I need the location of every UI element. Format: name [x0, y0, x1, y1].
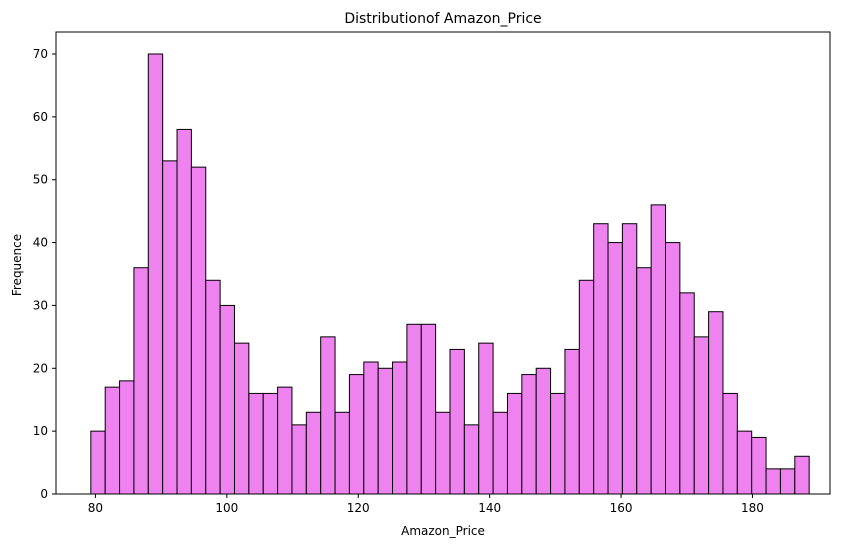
y-tick-label: 70 — [33, 47, 48, 61]
histogram-bar — [348, 374, 365, 495]
x-tick-label: 120 — [347, 501, 370, 515]
x-tick-label: 100 — [215, 501, 238, 515]
histogram-bar — [190, 166, 207, 495]
histogram-bar — [578, 279, 595, 495]
histogram-bar — [736, 430, 753, 495]
histogram-bar — [621, 223, 638, 495]
histogram-bar — [147, 53, 164, 495]
x-axis-label: Amazon_Price — [401, 524, 485, 538]
x-tick-label: 80 — [88, 501, 103, 515]
y-tick-label: 0 — [40, 487, 48, 501]
histogram-bar — [607, 242, 623, 495]
histogram-bar — [521, 374, 537, 495]
bars-group — [90, 53, 810, 495]
histogram-bar — [363, 361, 379, 495]
histogram-bar — [708, 311, 724, 495]
histogram-bar — [593, 223, 609, 495]
x-tick-label: 160 — [610, 501, 633, 515]
histogram-bar — [248, 392, 264, 495]
histogram-bar — [751, 436, 767, 495]
histogram-bar — [90, 430, 106, 495]
histogram-bar — [435, 411, 451, 495]
histogram-bar — [679, 292, 695, 495]
y-tick-label: 10 — [33, 424, 48, 438]
histogram-bar — [564, 348, 580, 495]
histogram-bar — [794, 455, 810, 495]
y-tick-label: 60 — [33, 110, 48, 124]
histogram-bar — [162, 160, 178, 495]
histogram-bar — [550, 392, 566, 495]
histogram-bar — [219, 304, 235, 495]
y-tick-label: 40 — [33, 236, 48, 250]
histogram-bar — [449, 348, 465, 495]
x-tick-label: 140 — [478, 501, 501, 515]
histogram-bar — [665, 242, 681, 495]
histogram-bar — [492, 411, 508, 495]
histogram-bar — [420, 323, 437, 495]
histogram-bar — [535, 367, 552, 495]
histogram-bar — [320, 336, 336, 495]
histogram-bar — [133, 267, 149, 495]
histogram-bar — [205, 279, 221, 495]
y-axis-label: Frequence — [10, 234, 24, 296]
histogram-bar — [377, 367, 394, 495]
histogram-bar — [119, 380, 135, 495]
histogram-bar — [636, 267, 652, 495]
histogram-bar — [650, 204, 667, 495]
x-ticks-group: 80 100 120 140 160 180 — [88, 494, 764, 515]
histogram-bar — [277, 386, 293, 495]
histogram-bar — [506, 392, 523, 495]
histogram-bar — [104, 386, 121, 495]
histogram-bar — [693, 336, 710, 495]
histogram-bar — [406, 323, 422, 495]
x-tick-label: 180 — [741, 501, 764, 515]
plot-frame — [55, 31, 831, 495]
histogram-bar — [305, 411, 322, 495]
histogram-bar — [722, 392, 738, 495]
y-tick-label: 50 — [33, 173, 48, 187]
histogram-bar — [233, 342, 250, 495]
histogram-bar — [262, 392, 279, 495]
histogram-bar — [779, 468, 796, 495]
histogram-bar — [291, 424, 307, 495]
histogram-bar — [765, 468, 781, 495]
y-tick-label: 20 — [33, 361, 48, 375]
y-ticks-group: 0 10 20 30 40 50 60 70 — [33, 47, 56, 501]
histogram-bar — [176, 128, 192, 495]
y-tick-label: 30 — [33, 298, 48, 312]
histogram-bar — [334, 411, 350, 495]
histogram-bar — [478, 342, 494, 495]
histogram-bar — [463, 424, 480, 495]
chart-title: Distributionof Amazon_Price — [344, 11, 541, 27]
histogram-bar — [392, 361, 408, 495]
